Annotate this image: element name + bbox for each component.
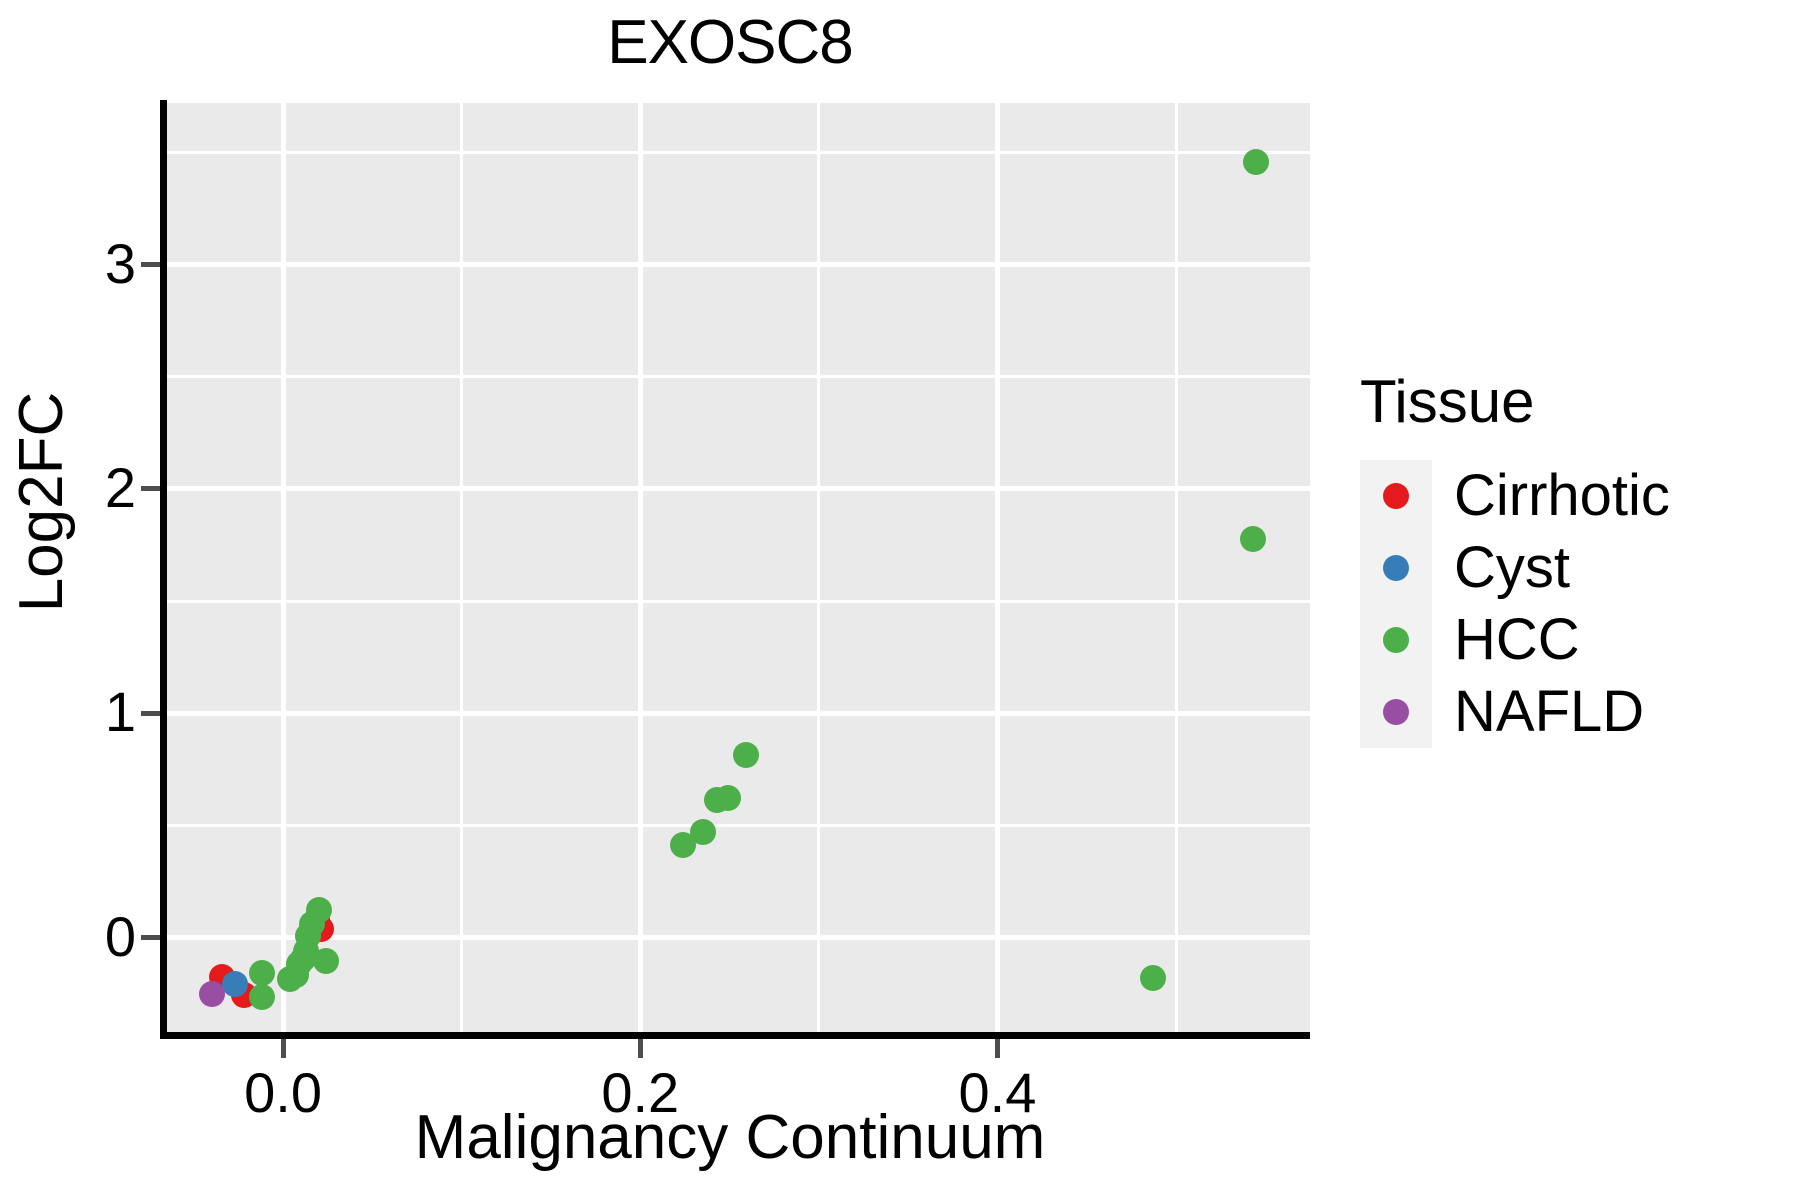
gridline-minor-vertical xyxy=(817,103,821,1032)
data-point xyxy=(221,970,248,997)
legend-dot-icon xyxy=(1383,483,1409,509)
gridline-minor-horizontal xyxy=(167,824,1310,828)
gridline-minor-horizontal xyxy=(167,150,1310,154)
data-point xyxy=(198,980,225,1007)
gridline-major-vertical xyxy=(994,103,1000,1032)
x-axis-tick-label: 0.4 xyxy=(958,1061,1037,1124)
legend-items: Cirrhotic Cyst HCC NAFLD xyxy=(1360,460,1790,748)
legend-dot-icon xyxy=(1383,555,1409,581)
gridline-major-horizontal xyxy=(167,262,1310,268)
legend-item-label: Cirrhotic xyxy=(1454,463,1670,528)
gridline-major-horizontal xyxy=(167,935,1310,941)
legend-key-swatch xyxy=(1360,676,1432,748)
gridline-major-vertical xyxy=(280,103,286,1032)
x-axis-tick-label: 0.0 xyxy=(244,1061,322,1124)
data-point xyxy=(689,819,716,846)
data-point xyxy=(1239,526,1266,553)
y-axis-tick xyxy=(141,935,160,941)
gridline-major-horizontal xyxy=(167,486,1310,492)
gridline-major-horizontal xyxy=(167,710,1310,716)
legend-key-swatch xyxy=(1360,604,1432,676)
legend-item[interactable]: HCC xyxy=(1360,604,1790,676)
page-title: EXOSC8 xyxy=(607,8,854,77)
y-axis-tick-label: 2 xyxy=(104,455,136,519)
x-axis-tick xyxy=(280,1039,286,1058)
data-point xyxy=(305,896,332,923)
gridline-minor-horizontal xyxy=(167,599,1310,603)
legend-item-label: NAFLD xyxy=(1454,679,1645,744)
data-point xyxy=(714,784,741,811)
gridline-minor-vertical xyxy=(1174,103,1178,1032)
legend-dot-icon xyxy=(1383,627,1409,653)
x-axis-line xyxy=(160,1032,1310,1039)
y-axis-tick xyxy=(141,710,160,716)
y-axis-tick-label: 1 xyxy=(104,680,136,744)
legend-key-swatch xyxy=(1360,532,1432,604)
legend-item-label: Cyst xyxy=(1454,535,1570,600)
x-axis-tick xyxy=(637,1039,643,1058)
x-axis-tick-label: 0.2 xyxy=(601,1061,680,1124)
y-axis-tick-label: 0 xyxy=(104,904,136,968)
gridline-minor-vertical xyxy=(460,103,464,1032)
y-axis-line xyxy=(160,100,167,1035)
x-axis-tick xyxy=(994,1039,1000,1058)
x-axis-title: Malignancy Continuum xyxy=(414,1103,1046,1172)
data-point xyxy=(248,984,275,1011)
plot-panel xyxy=(167,103,1310,1032)
legend-key-swatch xyxy=(1360,460,1432,532)
data-point xyxy=(732,741,759,768)
data-point xyxy=(1243,149,1270,176)
gridline-minor-horizontal xyxy=(167,375,1310,379)
y-axis-tick-label: 3 xyxy=(104,231,136,295)
legend-dot-icon xyxy=(1383,699,1409,725)
data-point xyxy=(312,948,339,975)
legend-item[interactable]: NAFLD xyxy=(1360,676,1790,748)
data-point xyxy=(1139,965,1166,992)
legend: Tissue Cirrhotic Cyst HCC NAFLD xyxy=(1360,370,1790,748)
legend-item[interactable]: Cirrhotic xyxy=(1360,460,1790,532)
legend-item[interactable]: Cyst xyxy=(1360,532,1790,604)
legend-title: Tissue xyxy=(1360,368,1535,435)
data-point xyxy=(248,959,275,986)
gridline-major-vertical xyxy=(637,103,643,1032)
y-axis-tick xyxy=(141,486,160,492)
y-axis-tick xyxy=(141,262,160,268)
legend-item-label: HCC xyxy=(1454,607,1580,672)
